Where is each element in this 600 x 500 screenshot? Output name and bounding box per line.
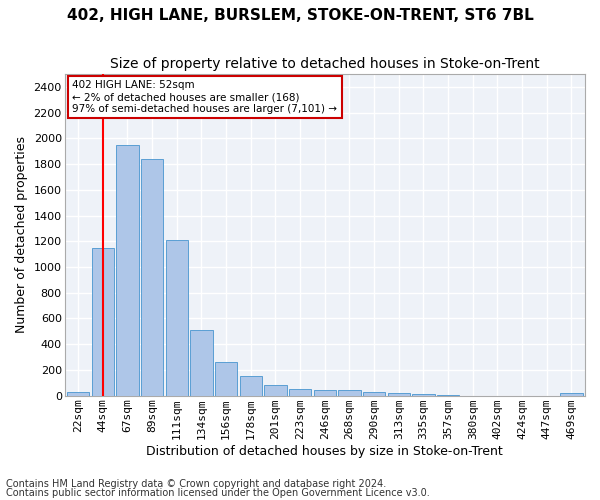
Text: 402, HIGH LANE, BURSLEM, STOKE-ON-TRENT, ST6 7BL: 402, HIGH LANE, BURSLEM, STOKE-ON-TRENT,… <box>67 8 533 22</box>
Bar <box>363 392 385 396</box>
Title: Size of property relative to detached houses in Stoke-on-Trent: Size of property relative to detached ho… <box>110 58 539 71</box>
Bar <box>190 330 212 396</box>
Text: Contains HM Land Registry data © Crown copyright and database right 2024.: Contains HM Land Registry data © Crown c… <box>6 479 386 489</box>
Bar <box>560 393 583 396</box>
Y-axis label: Number of detached properties: Number of detached properties <box>15 136 28 334</box>
Bar <box>92 248 114 396</box>
Bar <box>67 392 89 396</box>
Bar <box>239 376 262 396</box>
Bar <box>437 395 459 396</box>
Bar <box>314 390 336 396</box>
Bar <box>338 390 361 396</box>
Bar <box>116 145 139 396</box>
X-axis label: Distribution of detached houses by size in Stoke-on-Trent: Distribution of detached houses by size … <box>146 444 503 458</box>
Bar <box>265 386 287 396</box>
Bar <box>289 389 311 396</box>
Bar <box>166 240 188 396</box>
Bar <box>141 159 163 396</box>
Text: 402 HIGH LANE: 52sqm
← 2% of detached houses are smaller (168)
97% of semi-detac: 402 HIGH LANE: 52sqm ← 2% of detached ho… <box>73 80 337 114</box>
Bar <box>215 362 237 396</box>
Bar <box>388 393 410 396</box>
Text: Contains public sector information licensed under the Open Government Licence v3: Contains public sector information licen… <box>6 488 430 498</box>
Bar <box>412 394 434 396</box>
